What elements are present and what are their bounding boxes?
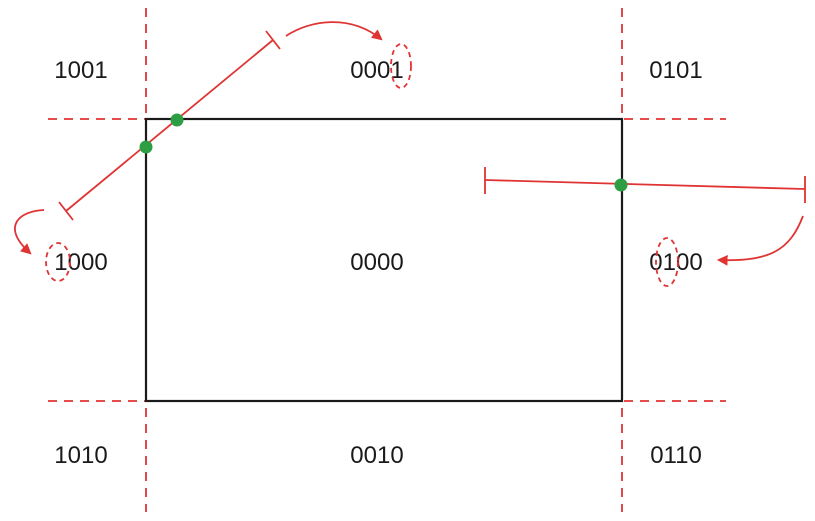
region-codes: 1001 0001 0101 1000 0000 0100 1010 0010 … — [54, 57, 702, 469]
bit-highlight-top-center — [390, 43, 412, 89]
bit-highlights — [45, 43, 679, 287]
region-code-bottom-left: 1010 — [54, 442, 107, 469]
endpoint-tick-upper — [265, 30, 281, 50]
bit-highlight-middle-right — [655, 237, 679, 287]
region-code-middle-center: 0000 — [350, 249, 403, 276]
region-code-middle-right: 0100 — [649, 249, 702, 276]
pointer-arrows — [14, 21, 804, 266]
intersection-points — [139, 113, 628, 192]
region-code-bottom-right: 0110 — [650, 442, 702, 469]
curved-arrow-left — [14, 209, 45, 255]
region-code-middle-left: 1000 — [54, 249, 107, 276]
bit-highlight-middle-left — [45, 242, 71, 282]
right-segment-line — [484, 179, 806, 190]
curved-arrow-right — [716, 215, 804, 266]
curved-arrow-top — [285, 21, 383, 41]
intersection-point-left-edge — [139, 140, 153, 154]
region-code-bottom-center: 0010 — [350, 442, 403, 469]
diagonal-segment — [58, 30, 281, 221]
region-code-top-right: 0101 — [649, 57, 702, 84]
region-code-top-center: 0001 — [350, 57, 403, 84]
diagonal-segment-line — [65, 39, 274, 212]
region-code-top-left: 1001 — [54, 57, 107, 84]
endpoint-tick-lower — [58, 201, 74, 221]
intersection-point-top-edge — [170, 113, 184, 127]
clipping-window — [144, 117, 624, 403]
right-segment — [484, 167, 806, 203]
intersection-point-right-edge — [614, 178, 628, 192]
